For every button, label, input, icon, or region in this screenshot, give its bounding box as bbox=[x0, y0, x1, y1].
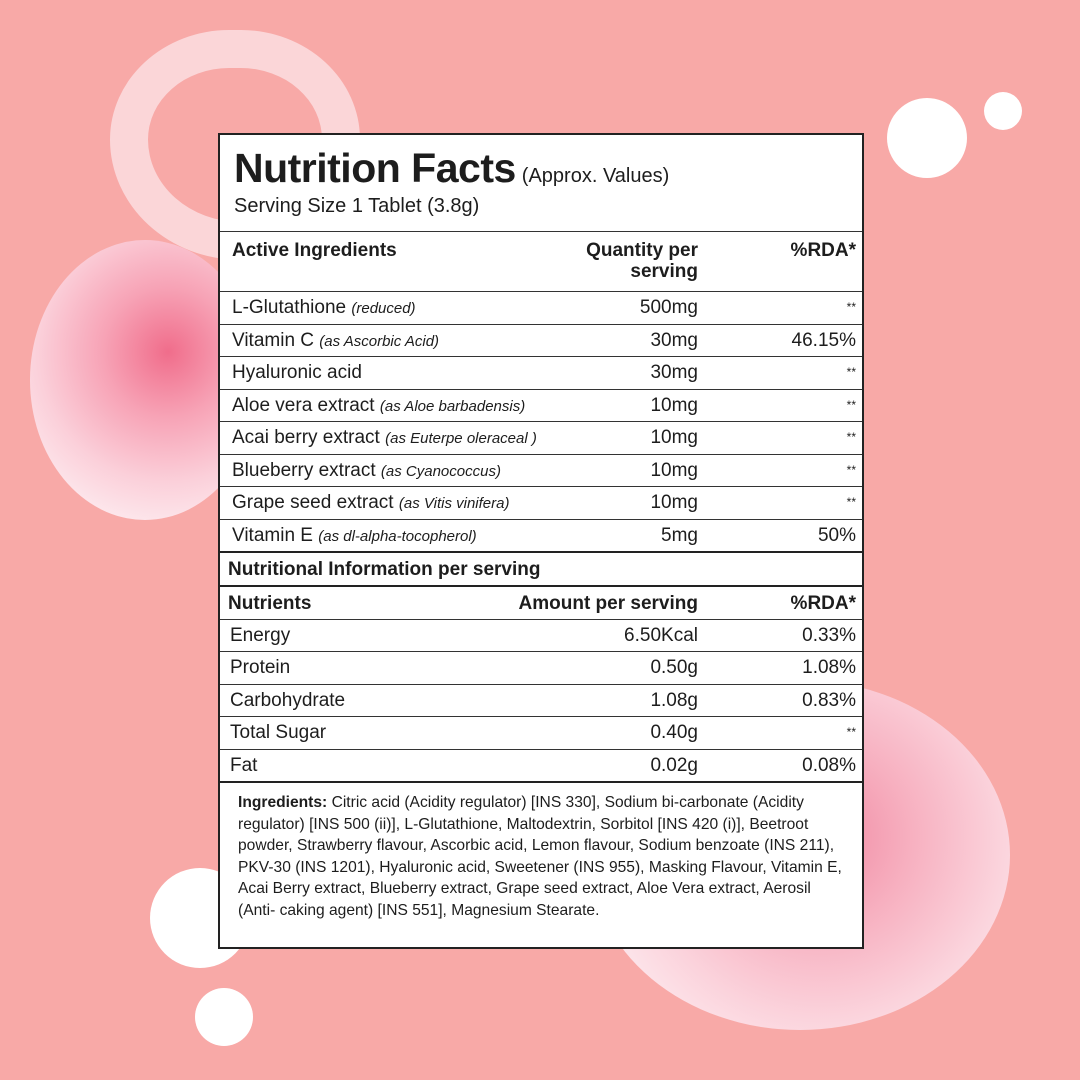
ingredient-note: (as Vitis vinifera) bbox=[398, 495, 510, 512]
table-row: Energy 6.50Kcal 0.33% bbox=[220, 619, 862, 651]
nutrient-rda: ** bbox=[846, 725, 856, 740]
ingredients-list: Citric acid (Acidity regulator) [INS 330… bbox=[238, 794, 842, 919]
ingredient-rda: ** bbox=[846, 495, 856, 509]
table-row: Aloe vera extract (as Aloe barbadensis) … bbox=[220, 388, 862, 422]
nutrient-amount: 1.08g bbox=[650, 689, 698, 711]
ingredient-name: Vitamin C bbox=[232, 329, 315, 351]
col-amount: Amount per serving bbox=[518, 593, 698, 614]
nutrient-name: Carbohydrate bbox=[230, 689, 346, 711]
ingredient-quantity: 10mg bbox=[650, 492, 698, 513]
nutrient-name: Protein bbox=[230, 657, 291, 679]
ingredients-label: Ingredients: bbox=[238, 794, 328, 811]
ingredient-rda: ** bbox=[846, 430, 856, 444]
nutrient-rda: 1.08% bbox=[802, 657, 856, 679]
nutrient-rda: 0.83% bbox=[802, 689, 856, 711]
bubble-decoration bbox=[887, 98, 967, 178]
table-row: L-Glutathione (reduced) 500mg ** bbox=[220, 291, 862, 324]
nutrient-rda: 0.08% bbox=[802, 754, 856, 776]
ingredient-quantity: 30mg bbox=[650, 362, 698, 383]
table-row: Grape seed extract (as Vitis vinifera) 1… bbox=[220, 486, 862, 519]
ingredient-rda: ** bbox=[846, 397, 856, 412]
bubble-decoration bbox=[195, 988, 253, 1046]
approx-note: (Approx. Values) bbox=[521, 165, 670, 187]
ingredient-quantity: 10mg bbox=[650, 459, 698, 481]
ingredient-quantity: 30mg bbox=[650, 329, 698, 351]
col-rda: %RDA* bbox=[790, 593, 856, 614]
divider bbox=[220, 781, 862, 783]
nutrient-rda: 0.33% bbox=[802, 625, 856, 646]
table-row: Vitamin C (as Ascorbic Acid) 30mg 46.15% bbox=[220, 323, 862, 357]
bubble-decoration bbox=[984, 92, 1022, 130]
col-quantity: Quantity per serving bbox=[586, 240, 698, 282]
col-active-ingredients: Active Ingredients bbox=[232, 240, 397, 261]
nutrients-header-row: Nutrients Amount per serving %RDA* bbox=[220, 585, 862, 619]
table-row: Total Sugar 0.40g ** bbox=[220, 716, 862, 748]
nutrient-name: Fat bbox=[230, 754, 258, 776]
section-title: Nutritional Information per serving bbox=[228, 559, 541, 580]
nutrient-amount: 0.40g bbox=[650, 722, 698, 744]
nutrient-amount: 0.50g bbox=[650, 657, 698, 679]
ingredient-rda: 50% bbox=[817, 524, 856, 546]
ingredient-quantity: 10mg bbox=[650, 427, 698, 448]
ingredient-rda: ** bbox=[846, 300, 856, 314]
nutrient-name: Total Sugar bbox=[230, 722, 327, 744]
table-row: Carbohydrate 1.08g 0.83% bbox=[220, 683, 862, 716]
table-row: Protein 0.50g 1.08% bbox=[220, 651, 862, 683]
nutrition-facts-panel: Nutrition Facts (Approx. Values) Serving … bbox=[218, 133, 864, 949]
ingredient-name: Hyaluronic acid bbox=[232, 362, 362, 383]
table-row: Fat 0.02g 0.08% bbox=[220, 748, 862, 781]
ingredient-quantity: 10mg bbox=[650, 394, 698, 416]
nutrient-name: Energy bbox=[230, 625, 291, 646]
col-nutrients: Nutrients bbox=[228, 593, 312, 614]
table-row: Blueberry extract (as Cyanococcus) 10mg … bbox=[220, 453, 862, 487]
page-title: Nutrition Facts bbox=[234, 145, 516, 191]
ingredient-note: (as Aloe barbadensis) bbox=[379, 397, 526, 415]
serving-size: Serving Size 1 Tablet (3.8g) bbox=[234, 195, 480, 217]
col-rda: %RDA* bbox=[790, 240, 856, 261]
ingredient-note: (reduced) bbox=[351, 300, 416, 317]
ingredient-name: Blueberry extract bbox=[232, 459, 376, 481]
ingredient-note: (as Ascorbic Acid) bbox=[319, 332, 440, 350]
ingredient-name: L-Glutathione bbox=[232, 297, 347, 318]
ingredient-rda: ** bbox=[846, 365, 856, 379]
nutrient-amount: 0.02g bbox=[650, 754, 698, 776]
table-row: Vitamin E (as dl-alpha-tocopherol) 5mg 5… bbox=[220, 518, 862, 552]
ingredient-note: (as Euterpe oleraceal ) bbox=[385, 430, 537, 447]
nutrition-section-title: Nutritional Information per serving bbox=[220, 551, 862, 585]
ingredient-name: Vitamin E bbox=[232, 524, 313, 546]
ingredient-quantity: 500mg bbox=[639, 297, 698, 318]
ingredients-text: Ingredients: Citric acid (Acidity regula… bbox=[238, 792, 848, 921]
ingredient-name: Aloe vera extract bbox=[232, 394, 375, 416]
ingredient-note: (as Cyanococcus) bbox=[380, 462, 501, 480]
ingredient-quantity: 5mg bbox=[661, 524, 698, 546]
ingredient-rda: ** bbox=[846, 462, 856, 477]
table-row: Acai berry extract (as Euterpe oleraceal… bbox=[220, 421, 862, 454]
ingredient-name: Acai berry extract bbox=[232, 427, 380, 448]
ingredient-note: (as dl-alpha-tocopherol) bbox=[318, 527, 477, 545]
ingredient-name: Grape seed extract bbox=[232, 492, 394, 513]
active-header-row: Active Ingredients Quantity per serving … bbox=[220, 231, 862, 291]
table-row: Hyaluronic acid 30mg ** bbox=[220, 356, 862, 389]
nutrient-amount: 6.50Kcal bbox=[624, 625, 698, 646]
ingredient-rda: 46.15% bbox=[791, 329, 856, 351]
